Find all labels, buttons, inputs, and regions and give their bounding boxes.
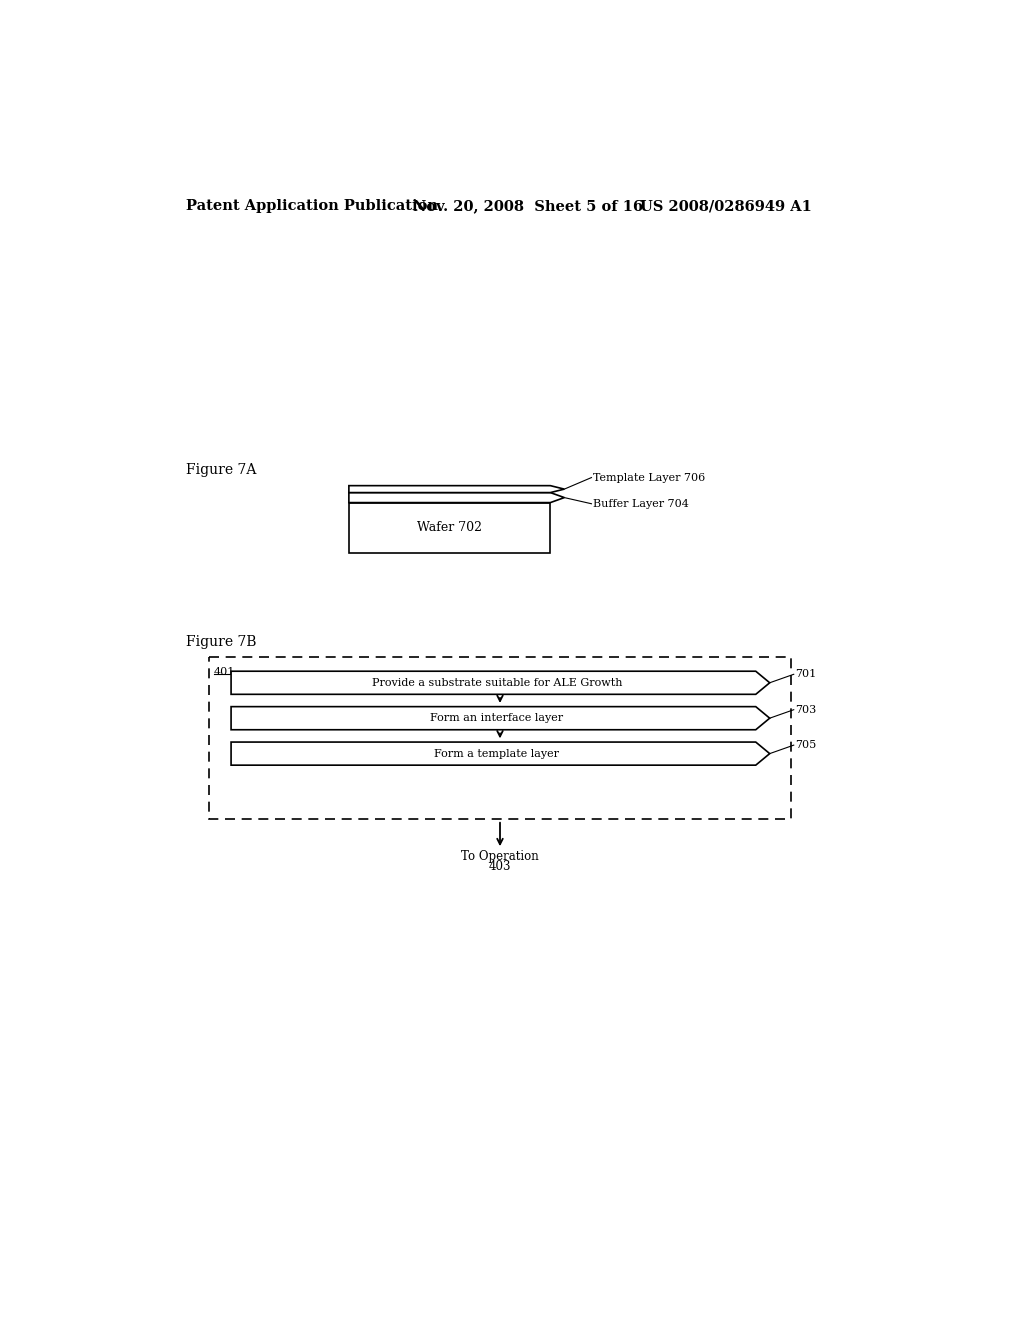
Text: To Operation: To Operation bbox=[461, 850, 539, 862]
Text: Form a template layer: Form a template layer bbox=[434, 748, 559, 759]
Text: 705: 705 bbox=[796, 741, 816, 750]
Bar bbox=[349, 503, 550, 553]
Polygon shape bbox=[231, 671, 770, 694]
Text: Nov. 20, 2008  Sheet 5 of 16: Nov. 20, 2008 Sheet 5 of 16 bbox=[414, 199, 643, 213]
Text: Provide a substrate suitable for ALE Growth: Provide a substrate suitable for ALE Gro… bbox=[372, 677, 623, 688]
Text: US 2008/0286949 A1: US 2008/0286949 A1 bbox=[640, 199, 811, 213]
Text: Figure 7A: Figure 7A bbox=[186, 463, 256, 478]
Text: Template Layer 706: Template Layer 706 bbox=[593, 473, 706, 483]
Text: Buffer Layer 704: Buffer Layer 704 bbox=[593, 499, 689, 508]
Text: Wafer 702: Wafer 702 bbox=[417, 521, 482, 535]
Polygon shape bbox=[231, 706, 770, 730]
Text: 701: 701 bbox=[796, 669, 816, 680]
Polygon shape bbox=[349, 486, 564, 492]
Text: Form an interface layer: Form an interface layer bbox=[430, 713, 563, 723]
Polygon shape bbox=[231, 742, 770, 766]
Text: Patent Application Publication: Patent Application Publication bbox=[186, 199, 438, 213]
Text: Figure 7B: Figure 7B bbox=[186, 635, 257, 649]
Text: 401: 401 bbox=[214, 667, 236, 677]
Polygon shape bbox=[349, 492, 564, 503]
Text: 403: 403 bbox=[488, 861, 511, 874]
Text: 703: 703 bbox=[796, 705, 816, 714]
FancyBboxPatch shape bbox=[209, 657, 791, 818]
